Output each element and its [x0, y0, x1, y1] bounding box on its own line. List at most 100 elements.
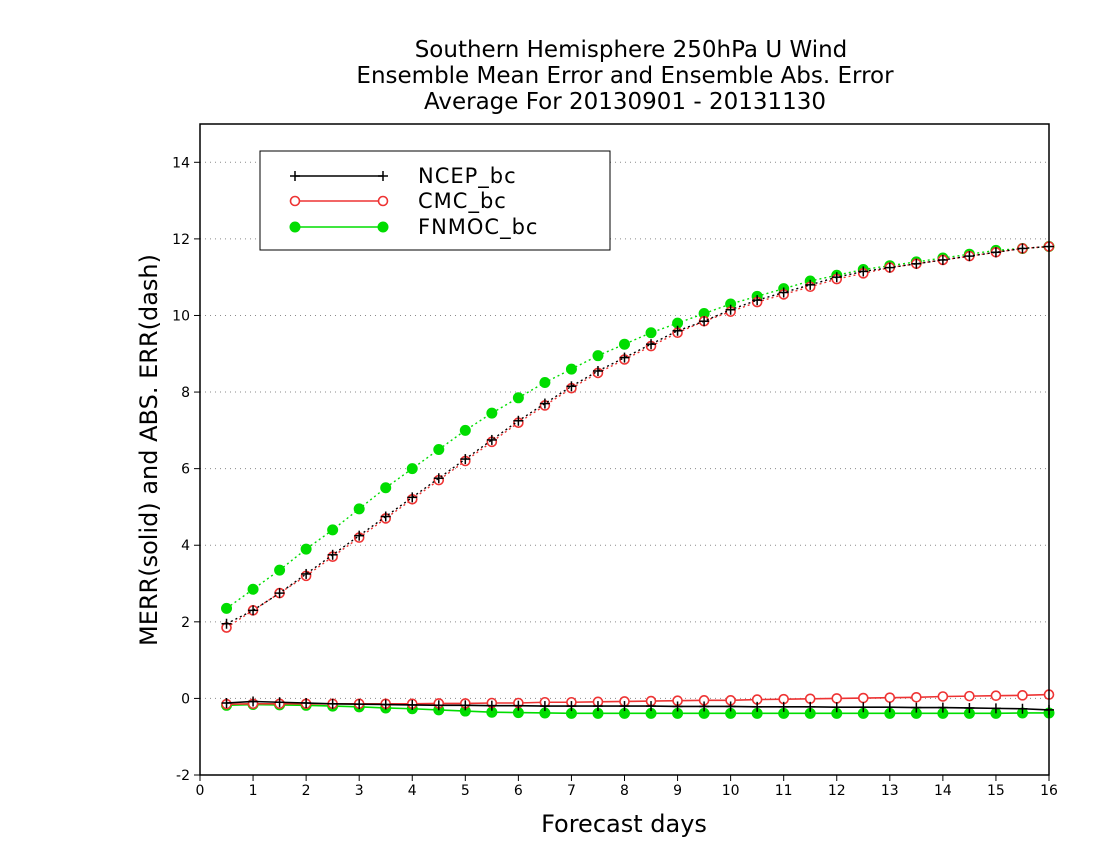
abs-err-point: [964, 251, 975, 262]
abs-err-point: [300, 543, 312, 555]
abs-err-point: [406, 463, 418, 475]
merr-point: [619, 701, 630, 712]
abs-err-point: [566, 381, 577, 392]
abs-err-point: [274, 588, 285, 599]
merr-point: [539, 701, 550, 712]
abs-err-point: [911, 258, 922, 269]
abs-err-point: [645, 327, 657, 339]
y-tick-label: 8: [181, 385, 190, 401]
merr-point: [831, 693, 843, 704]
abs-err-point: [539, 376, 551, 388]
x-tick-label: 16: [1040, 783, 1058, 799]
x-tick-label: 10: [722, 783, 740, 799]
abs-err-point: [699, 316, 710, 327]
legend-label: CMC_bc: [418, 189, 507, 214]
legend-marker: [290, 171, 300, 181]
abs-err-point: [459, 424, 471, 436]
title-line-2: Ensemble Mean Error and Ensemble Abs. Er…: [356, 63, 894, 89]
y-tick-label: 0: [181, 691, 190, 707]
abs-err-point: [433, 444, 445, 455]
x-tick-label: 7: [567, 783, 576, 799]
merr-point: [964, 690, 975, 702]
merr-point: [646, 701, 657, 712]
merr-line-cmc-bc: [226, 693, 1050, 705]
x-tick-label: 15: [987, 783, 1005, 799]
abs-err-point: [592, 350, 604, 362]
abs-err-point: [619, 352, 630, 363]
abs-err-point: [619, 338, 630, 350]
merr-point: [911, 691, 922, 703]
y-tick-label: 4: [181, 538, 190, 554]
y-tick-label: 6: [181, 462, 190, 478]
title-line-1: Southern Hemisphere 250hPa U Wind: [415, 37, 848, 63]
chart-title: Southern Hemisphere 250hPa U Wind Ensemb…: [356, 37, 894, 115]
legend-marker: [377, 195, 389, 207]
merr-point: [433, 700, 444, 711]
abs-err-point: [221, 602, 233, 614]
abs-err-point: [512, 392, 524, 404]
y-tick-label: 12: [172, 232, 190, 248]
merr-point: [831, 702, 842, 713]
abs-err-point: [380, 511, 391, 522]
series-ncep-bc: [221, 241, 1054, 715]
merr-point: [778, 701, 789, 712]
merr-point: [858, 702, 869, 713]
merr-point: [725, 701, 736, 712]
abs-err-point: [884, 262, 895, 273]
y-tick-label: -2: [176, 768, 190, 784]
merr-point: [327, 698, 338, 709]
abs-err-point: [858, 266, 869, 277]
abs-err-point: [327, 524, 339, 536]
x-tick-label: 11: [775, 783, 793, 799]
merr-point: [1017, 703, 1028, 714]
abs-err-line-ncep-bc: [226, 245, 1050, 625]
abs-err-point: [725, 304, 736, 315]
abs-err-point: [672, 325, 683, 336]
abs-err-point: [460, 454, 471, 465]
x-tick-label: 5: [461, 783, 470, 799]
merr-point: [354, 699, 365, 710]
gridlines: [200, 161, 1049, 776]
series-cmc-bc: [221, 241, 1055, 710]
abs-err-point: [247, 583, 259, 595]
merr-point: [221, 698, 232, 709]
abs-err-point: [433, 473, 444, 484]
merr-point: [937, 691, 949, 702]
merr-point: [486, 700, 497, 711]
y-tick-label: 2: [181, 615, 190, 631]
legend-marker: [378, 171, 388, 181]
abs-err-point: [274, 564, 286, 576]
merr-point: [672, 701, 683, 712]
abs-err-point: [486, 434, 497, 445]
legend-marker: [289, 195, 301, 207]
abs-err-point: [354, 530, 365, 541]
merr-point: [752, 701, 763, 712]
x-tick-label: 6: [514, 783, 523, 799]
series-layer: [221, 241, 1055, 719]
merr-point: [513, 700, 524, 711]
x-tick-label: 13: [881, 783, 899, 799]
merr-point: [964, 702, 975, 713]
merr-point: [380, 699, 391, 710]
abs-err-point: [301, 568, 312, 579]
merr-point: [248, 696, 259, 707]
abs-err-point: [513, 415, 524, 426]
x-tick-label: 3: [355, 783, 364, 799]
abs-err-point: [486, 407, 498, 419]
x-tick-label: 9: [673, 783, 682, 799]
merr-point: [884, 702, 895, 713]
abs-err-point: [778, 287, 789, 298]
x-axis-label: Forecast days: [541, 810, 707, 838]
merr-point: [699, 701, 710, 712]
abs-err-point: [380, 482, 392, 494]
merr-point: [990, 703, 1001, 714]
merr-point: [592, 701, 603, 712]
title-line-3: Average For 20130901 - 20131130: [424, 89, 826, 115]
x-tick-label: 12: [828, 783, 846, 799]
legend-marker: [377, 221, 389, 233]
abs-err-point: [327, 549, 338, 560]
abs-err-point: [646, 339, 657, 350]
